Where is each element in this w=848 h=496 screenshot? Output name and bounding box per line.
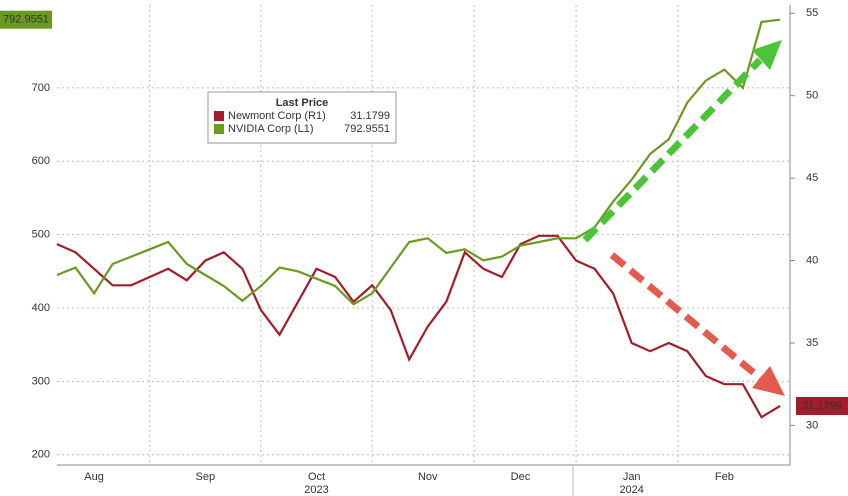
legend-value: 31.1799	[350, 110, 390, 122]
x-tick-label: Nov	[418, 471, 438, 483]
y-tick-label: 400	[32, 302, 50, 314]
x-tick-label: Jan	[623, 471, 641, 483]
y2-tick-label: 30	[806, 419, 818, 431]
last-value-label: 31.1799	[802, 400, 842, 412]
legend-box	[207, 91, 397, 144]
y-tick-label: 500	[32, 229, 50, 241]
legend-label: Newmont Corp (R1)	[228, 110, 326, 122]
x-tick-label: Sep	[196, 471, 216, 483]
x-tick-label: Dec	[511, 471, 531, 483]
series-line	[56, 234, 781, 419]
x-tick-label: Oct	[308, 471, 325, 483]
legend-swatch	[214, 111, 224, 121]
y2-tick-label: 40	[806, 254, 818, 266]
y-tick-label: 700	[32, 82, 50, 94]
y-tick-label: 300	[32, 375, 50, 387]
legend-swatch	[214, 124, 224, 134]
up-arrow	[582, 57, 763, 243]
y-tick-label: 600	[32, 155, 50, 167]
x-year-label: 2023	[304, 484, 328, 496]
last-value-tag	[0, 10, 52, 29]
legend: Last Price Newmont Corp (R1) 31.1799 NVIDI…	[207, 91, 397, 144]
up-arrow-head	[752, 40, 782, 70]
last-value-tag	[796, 396, 848, 415]
trend-arrows	[582, 40, 785, 396]
legend-title: Last Price	[276, 97, 329, 109]
y2-tick-label: 55	[806, 7, 818, 19]
down-arrow-head	[752, 366, 785, 396]
down-arrow	[609, 252, 763, 381]
legend-label: NVIDIA Corp (L1)	[228, 123, 314, 135]
y2-tick-label: 45	[806, 172, 818, 184]
x-tick-label: Feb	[715, 471, 734, 483]
x-tick-label: Aug	[84, 471, 104, 483]
series-line	[56, 18, 781, 306]
x-year-label: 2024	[619, 484, 643, 496]
y2-tick-label: 50	[806, 90, 818, 102]
legend-value: 792.9551	[344, 123, 390, 135]
last-value-label: 792.9551	[3, 14, 49, 26]
y2-tick-label: 35	[806, 337, 818, 349]
y-tick-label: 200	[32, 449, 50, 461]
